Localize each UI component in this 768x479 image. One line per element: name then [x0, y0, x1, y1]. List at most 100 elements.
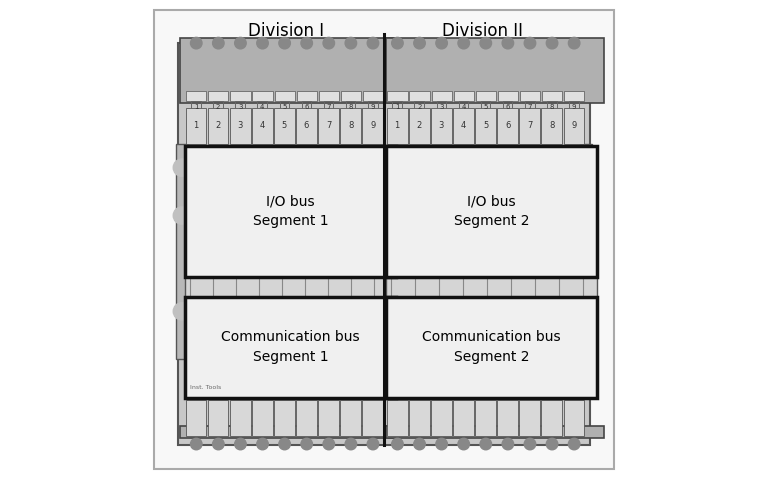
- Bar: [387, 108, 408, 144]
- Circle shape: [392, 37, 403, 49]
- Bar: [498, 400, 518, 436]
- Bar: [176, 144, 187, 359]
- Text: I/O bus
Segment 1: I/O bus Segment 1: [253, 195, 329, 228]
- Bar: [542, 91, 562, 101]
- Bar: [498, 91, 518, 101]
- Circle shape: [367, 438, 379, 450]
- Circle shape: [578, 303, 594, 320]
- Bar: [185, 146, 396, 398]
- Bar: [208, 91, 228, 101]
- Text: 4: 4: [260, 121, 265, 130]
- Bar: [498, 108, 518, 144]
- Bar: [274, 108, 295, 144]
- Bar: [475, 400, 496, 436]
- Text: 2: 2: [216, 104, 220, 110]
- Circle shape: [414, 438, 425, 450]
- Text: Inst. Tools: Inst. Tools: [190, 386, 221, 390]
- Text: 7: 7: [527, 121, 532, 130]
- Bar: [253, 91, 273, 101]
- Bar: [431, 108, 452, 144]
- Bar: [340, 108, 361, 144]
- Circle shape: [578, 207, 594, 224]
- Circle shape: [190, 37, 202, 49]
- Bar: [318, 108, 339, 144]
- Bar: [296, 400, 316, 436]
- Circle shape: [480, 438, 492, 450]
- Bar: [541, 400, 562, 436]
- Circle shape: [436, 37, 448, 49]
- Circle shape: [525, 37, 536, 49]
- Text: 7: 7: [326, 104, 331, 110]
- Circle shape: [174, 207, 190, 224]
- Bar: [387, 91, 408, 101]
- Text: 9: 9: [571, 104, 576, 110]
- Circle shape: [345, 438, 356, 450]
- Circle shape: [436, 438, 448, 450]
- Bar: [453, 400, 474, 436]
- Text: 8: 8: [348, 121, 353, 130]
- Bar: [564, 91, 584, 101]
- Bar: [564, 108, 584, 144]
- Circle shape: [235, 438, 247, 450]
- Bar: [186, 400, 207, 436]
- Bar: [230, 108, 250, 144]
- Bar: [409, 91, 429, 101]
- Text: 7: 7: [326, 121, 331, 130]
- Circle shape: [213, 37, 224, 49]
- Circle shape: [323, 438, 335, 450]
- Bar: [274, 400, 295, 436]
- Bar: [475, 108, 496, 144]
- Bar: [208, 400, 228, 436]
- Circle shape: [174, 303, 190, 320]
- Text: 2: 2: [417, 121, 422, 130]
- Bar: [386, 146, 598, 277]
- Text: 4: 4: [461, 121, 466, 130]
- Text: 5: 5: [483, 121, 488, 130]
- Text: Communication bus
Segment 2: Communication bus Segment 2: [422, 331, 561, 364]
- Text: 3: 3: [439, 121, 444, 130]
- Circle shape: [257, 37, 268, 49]
- Text: 2: 2: [216, 121, 220, 130]
- Text: 8: 8: [549, 121, 554, 130]
- Text: 9: 9: [370, 121, 376, 130]
- Circle shape: [546, 37, 558, 49]
- Circle shape: [480, 37, 492, 49]
- Bar: [185, 297, 396, 398]
- Circle shape: [392, 438, 403, 450]
- Circle shape: [257, 438, 268, 450]
- Text: 7: 7: [528, 104, 532, 110]
- Bar: [475, 91, 496, 101]
- Bar: [386, 146, 598, 398]
- Circle shape: [525, 438, 536, 450]
- Circle shape: [367, 37, 379, 49]
- Bar: [541, 108, 562, 144]
- Bar: [362, 108, 383, 144]
- Bar: [230, 400, 250, 436]
- Bar: [453, 108, 474, 144]
- Bar: [296, 91, 316, 101]
- Bar: [386, 426, 604, 438]
- Bar: [340, 400, 361, 436]
- Bar: [296, 108, 316, 144]
- Text: 3: 3: [238, 104, 243, 110]
- Bar: [274, 91, 295, 101]
- Text: 2: 2: [417, 104, 422, 110]
- Bar: [178, 43, 590, 445]
- Text: Division II: Division II: [442, 22, 523, 40]
- Text: 4: 4: [462, 104, 465, 110]
- Text: I/O bus
Segment 2: I/O bus Segment 2: [454, 195, 529, 228]
- Text: 5: 5: [282, 121, 287, 130]
- Text: 9: 9: [571, 121, 577, 130]
- Text: 3: 3: [237, 121, 243, 130]
- Text: 1: 1: [395, 104, 399, 110]
- Bar: [581, 144, 592, 359]
- Circle shape: [345, 37, 356, 49]
- Bar: [186, 108, 207, 144]
- Bar: [387, 400, 408, 436]
- Circle shape: [279, 438, 290, 450]
- Text: 5: 5: [282, 104, 286, 110]
- Text: 1: 1: [194, 121, 199, 130]
- Bar: [386, 38, 604, 103]
- Text: Division I: Division I: [248, 22, 324, 40]
- Bar: [362, 400, 383, 436]
